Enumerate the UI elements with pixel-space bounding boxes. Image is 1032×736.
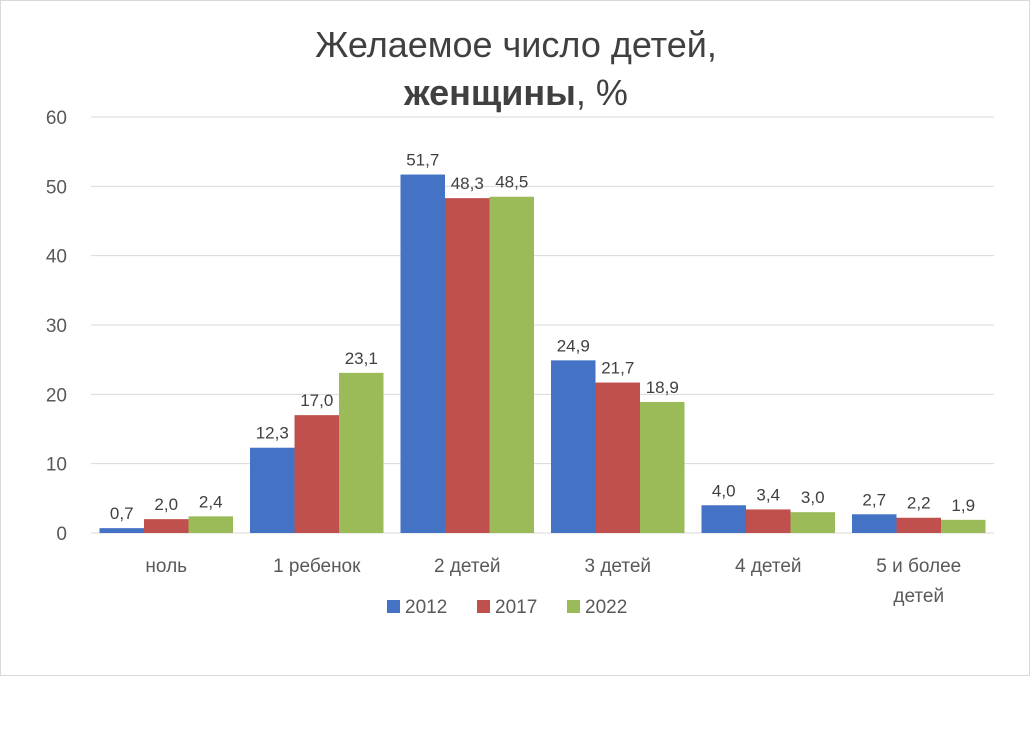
bar-2012	[99, 528, 144, 533]
data-label: 21,7	[601, 359, 634, 378]
bar-2022	[790, 512, 835, 533]
data-label: 17,0	[300, 391, 333, 410]
bar-2012	[852, 514, 897, 533]
data-label: 51,7	[406, 151, 439, 170]
bar-2012	[400, 174, 445, 533]
legend-swatch-2017	[477, 600, 490, 613]
legend-label: 2017	[495, 597, 537, 618]
chart-frame: Желаемое число детей, женщины, % 0 10 20 30…	[0, 0, 1030, 676]
category-label: 3 детей	[584, 556, 651, 577]
data-label: 4,0	[712, 481, 736, 500]
bar-2017	[896, 517, 941, 533]
data-label: 2,7	[862, 490, 886, 509]
data-label: 3,0	[801, 488, 825, 507]
data-label: 24,9	[557, 336, 590, 355]
legend-swatch-2022	[567, 600, 580, 613]
y-tick-label: 10	[46, 455, 67, 476]
category-label: 2 детей	[434, 556, 501, 577]
chart-title-bold: женщины	[403, 72, 576, 113]
legend-swatch-2012	[387, 600, 400, 613]
category-label: 1 ребенок	[273, 556, 361, 577]
category-label: 5 и более	[876, 556, 961, 577]
data-label: 48,5	[495, 173, 528, 192]
gridlines	[91, 116, 994, 534]
legend-label: 2022	[585, 597, 627, 618]
y-tick-label: 50	[46, 177, 67, 198]
x-axis-categories: ноль 1 ребенок 2 детей 3 детей 4 детей 5 и бо…	[145, 556, 961, 607]
chart-title-rest: , %	[576, 72, 628, 113]
category-label: ноль	[145, 556, 187, 577]
category-label: детей	[893, 586, 944, 607]
bar-2022	[640, 401, 685, 533]
bar-2017	[595, 382, 640, 533]
category-label: 4 детей	[735, 556, 802, 577]
data-labels: 0,7 2,0 2,4 12,3 17,0 23,1 51,7 48,3 48,5 24,9 21,…	[110, 151, 975, 524]
bar-2022	[941, 519, 986, 533]
bar-2017	[144, 519, 189, 533]
bar-2012	[701, 505, 746, 533]
data-label: 3,4	[756, 485, 780, 504]
bar-2017	[445, 198, 490, 533]
data-label: 12,3	[256, 424, 289, 443]
data-label: 1,9	[951, 496, 975, 515]
legend-label: 2012	[405, 597, 447, 618]
y-tick-label: 20	[46, 385, 67, 406]
data-label: 18,9	[646, 378, 679, 397]
data-label: 2,0	[154, 495, 178, 514]
bar-chart: Желаемое число детей, женщины, % 0 10 20 30…	[46, 24, 994, 618]
chart-title-line2: женщины, %	[403, 72, 628, 113]
data-label: 0,7	[110, 504, 134, 523]
data-label: 2,4	[199, 492, 223, 511]
data-label: 2,2	[907, 494, 931, 513]
bar-2012	[551, 360, 596, 533]
bar-2022	[339, 372, 384, 533]
bar-2017	[294, 415, 339, 533]
bar-2022	[188, 516, 233, 533]
bar-2022	[489, 196, 534, 533]
data-label: 23,1	[345, 349, 378, 368]
bar-2012	[250, 447, 295, 533]
data-label: 48,3	[451, 174, 484, 193]
y-tick-label: 0	[56, 524, 67, 545]
legend: 2012 2017 2022	[387, 597, 627, 618]
bar-2017	[746, 509, 791, 533]
y-axis-ticks: 0 10 20 30 40 50 60	[46, 108, 67, 545]
y-tick-label: 60	[46, 108, 67, 129]
y-tick-label: 30	[46, 316, 67, 337]
y-tick-label: 40	[46, 247, 67, 268]
bars	[99, 174, 986, 533]
chart-title-line1: Желаемое число детей,	[315, 24, 717, 65]
